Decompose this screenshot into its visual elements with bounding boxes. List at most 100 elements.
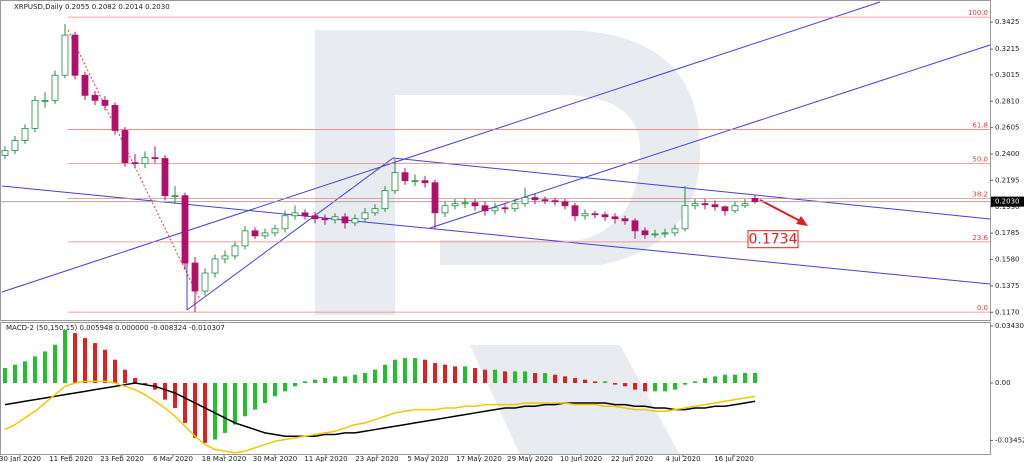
fib-label: 100.0 xyxy=(968,9,988,17)
candle-body xyxy=(511,203,519,210)
macd-bar xyxy=(633,383,637,390)
candle-body xyxy=(671,228,679,234)
macd-line xyxy=(4,382,756,437)
candle-body xyxy=(211,258,219,274)
candle-body xyxy=(661,232,669,235)
macd-bar xyxy=(653,383,657,392)
y-tick-label: 0.034303 xyxy=(995,322,1024,330)
macd-bar xyxy=(63,329,67,384)
candle-body xyxy=(411,180,419,183)
macd-bar xyxy=(393,359,397,384)
candle-body xyxy=(51,74,59,101)
macd-bar xyxy=(53,344,57,384)
chart-title: XRPUSD,Daily 0.2055 0.2082 0.2014 0.2030 xyxy=(14,3,170,11)
candle-body xyxy=(641,230,649,236)
x-tick-label: 6 Mar 2020 xyxy=(153,455,193,462)
candle-body xyxy=(471,202,479,207)
candle-body xyxy=(401,172,409,182)
candle-body xyxy=(611,216,619,220)
candle-body xyxy=(691,203,699,207)
candle-body xyxy=(31,99,39,129)
macd-bar xyxy=(303,381,307,384)
candle-body xyxy=(141,157,149,165)
y-tick-label: 0.1580 xyxy=(995,256,1020,264)
candle-body xyxy=(71,34,79,76)
macd-bar xyxy=(173,383,177,408)
y-tick-label: 0.3215 xyxy=(995,45,1020,53)
x-tick-label: 16 Jul 2020 xyxy=(714,455,754,462)
macd-bar xyxy=(143,383,147,385)
macd-bar xyxy=(623,383,627,387)
candle-body xyxy=(301,212,309,217)
macd-bar xyxy=(203,383,207,443)
macd-bar xyxy=(453,366,457,384)
macd-bar xyxy=(543,373,547,384)
x-tick-label: 23 Feb 2020 xyxy=(100,455,144,462)
macd-bar xyxy=(643,383,647,392)
macd-bar xyxy=(443,364,447,384)
trend-line xyxy=(1,185,991,285)
candle-body xyxy=(341,216,349,224)
macd-bar xyxy=(473,368,477,384)
candle-body xyxy=(131,162,139,165)
candle-body xyxy=(541,199,549,202)
candle-body xyxy=(701,203,709,206)
trend-lines xyxy=(1,1,991,311)
candle-body xyxy=(191,262,199,292)
last-price-tag xyxy=(991,196,1024,207)
x-tick-label: 11 Feb 2020 xyxy=(49,455,93,462)
macd-bar xyxy=(183,383,187,423)
candle-body xyxy=(281,215,289,230)
macd-bar xyxy=(293,383,297,387)
candle-body xyxy=(601,214,609,218)
y-tick-label: -0.034529 xyxy=(995,436,1024,444)
candle-body xyxy=(41,99,49,102)
trend-line xyxy=(186,157,394,311)
y-tick-label: 0.2605 xyxy=(995,124,1020,132)
price-panel-frame xyxy=(0,0,991,321)
x-tick-label: 17 May 2020 xyxy=(456,455,502,462)
macd-bar xyxy=(3,368,7,384)
candle-body xyxy=(441,205,449,214)
candle-body xyxy=(151,157,159,160)
watermark xyxy=(315,30,700,455)
y-tick-label: 0.2810 xyxy=(995,97,1020,105)
macd-bar xyxy=(403,358,407,384)
candle-body xyxy=(311,215,319,220)
macd-bar xyxy=(213,383,217,440)
macd-bar xyxy=(23,361,27,384)
macd-title: MACD-2 (50,150,15) 0.005948 0.000000 -0.… xyxy=(6,324,225,332)
macd-bar xyxy=(733,374,737,384)
macd-line xyxy=(4,380,756,454)
macd-bar xyxy=(263,383,267,403)
macd-bar xyxy=(283,383,287,392)
macd-bar xyxy=(593,381,597,384)
macd-bar xyxy=(523,371,527,384)
x-tick-label: 5 May 2020 xyxy=(407,455,448,462)
candle-body xyxy=(681,205,689,230)
macd-bar xyxy=(753,373,757,384)
candle-body xyxy=(291,212,299,217)
macd-bar xyxy=(563,376,567,384)
macd-bar xyxy=(343,376,347,384)
y-tick-label: 0.3015 xyxy=(995,71,1020,79)
fib-label: 61.8 xyxy=(972,121,988,129)
candle-body xyxy=(351,218,359,224)
y-tick-label: 0.2195 xyxy=(995,176,1020,184)
candle-body xyxy=(741,203,749,207)
candle-body xyxy=(421,180,429,184)
fib-base-line xyxy=(67,29,201,301)
y-tick-label: 0.2400 xyxy=(995,150,1020,158)
y-tick-label: 0.3425 xyxy=(995,18,1020,26)
macd-bar xyxy=(43,351,47,384)
macd-bar xyxy=(503,371,507,384)
candle-body xyxy=(721,206,729,212)
macd-bar xyxy=(483,369,487,384)
candle-body xyxy=(571,205,579,217)
macd-bar xyxy=(273,383,277,397)
candle-body xyxy=(631,220,639,232)
candle-body xyxy=(371,208,379,214)
x-tick-label: 30 Mar 2020 xyxy=(253,455,297,462)
candle-body xyxy=(271,228,279,234)
candle-body xyxy=(451,203,459,207)
